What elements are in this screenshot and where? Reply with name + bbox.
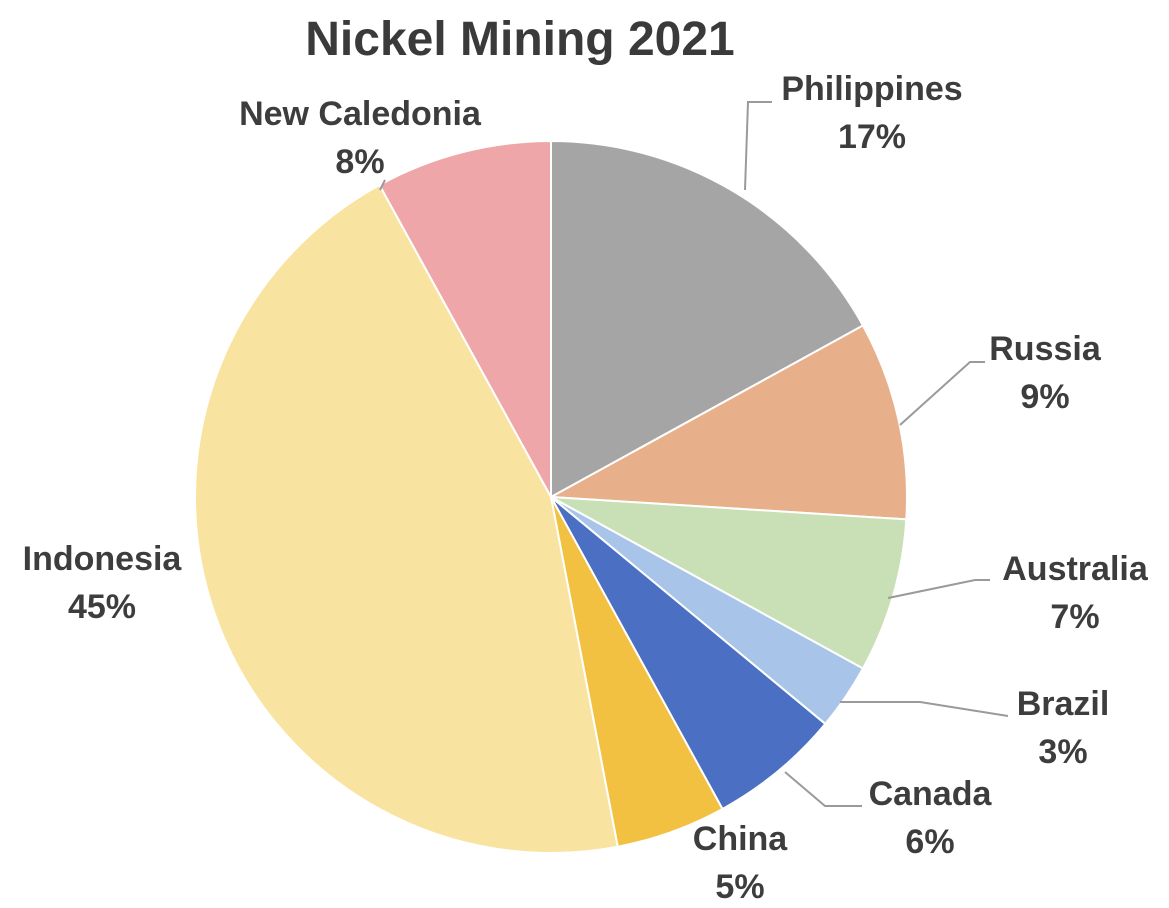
leader-line-australia <box>887 579 990 599</box>
value-label-new-caledonia: 8% <box>335 143 384 181</box>
value-label-indonesia: 45% <box>68 588 136 626</box>
label-brazil: Brazil <box>1017 685 1110 723</box>
label-russia: Russia <box>989 330 1102 368</box>
leader-line-brazil <box>840 701 1009 717</box>
slice-russia <box>547 324 908 521</box>
label-new-caledonia: New Caledonia <box>239 95 482 133</box>
slice-canada <box>550 496 827 811</box>
value-label-canada: 6% <box>905 823 954 861</box>
label-indonesia: Indonesia <box>23 540 183 578</box>
leader-line-russia <box>899 361 985 426</box>
value-label-russia: 9% <box>1020 378 1069 416</box>
label-australia: Australia <box>1002 550 1149 588</box>
leader-line-canada <box>784 771 862 807</box>
slice-indonesia <box>194 183 619 854</box>
value-label-brazil: 3% <box>1038 733 1087 771</box>
chart-title: Nickel Mining 2021 <box>305 13 735 66</box>
slice-philippines <box>550 139 865 499</box>
value-label-australia: 7% <box>1050 598 1099 636</box>
pie-slices <box>194 139 908 854</box>
label-canada: Canada <box>869 775 993 813</box>
label-china: China <box>693 820 789 858</box>
slice-new-caledonia <box>378 139 552 498</box>
value-label-china: 5% <box>715 868 764 906</box>
leader-line-new-caledonia <box>379 179 386 191</box>
label-philippines: Philippines <box>781 70 962 108</box>
value-label-philippines: 17% <box>838 118 906 156</box>
leader-line-philippines <box>744 101 772 191</box>
leader-lines <box>379 101 1009 807</box>
data-labels: Philippines 17% Russia 9% Australia 7% Brazil 3… <box>23 70 1149 906</box>
